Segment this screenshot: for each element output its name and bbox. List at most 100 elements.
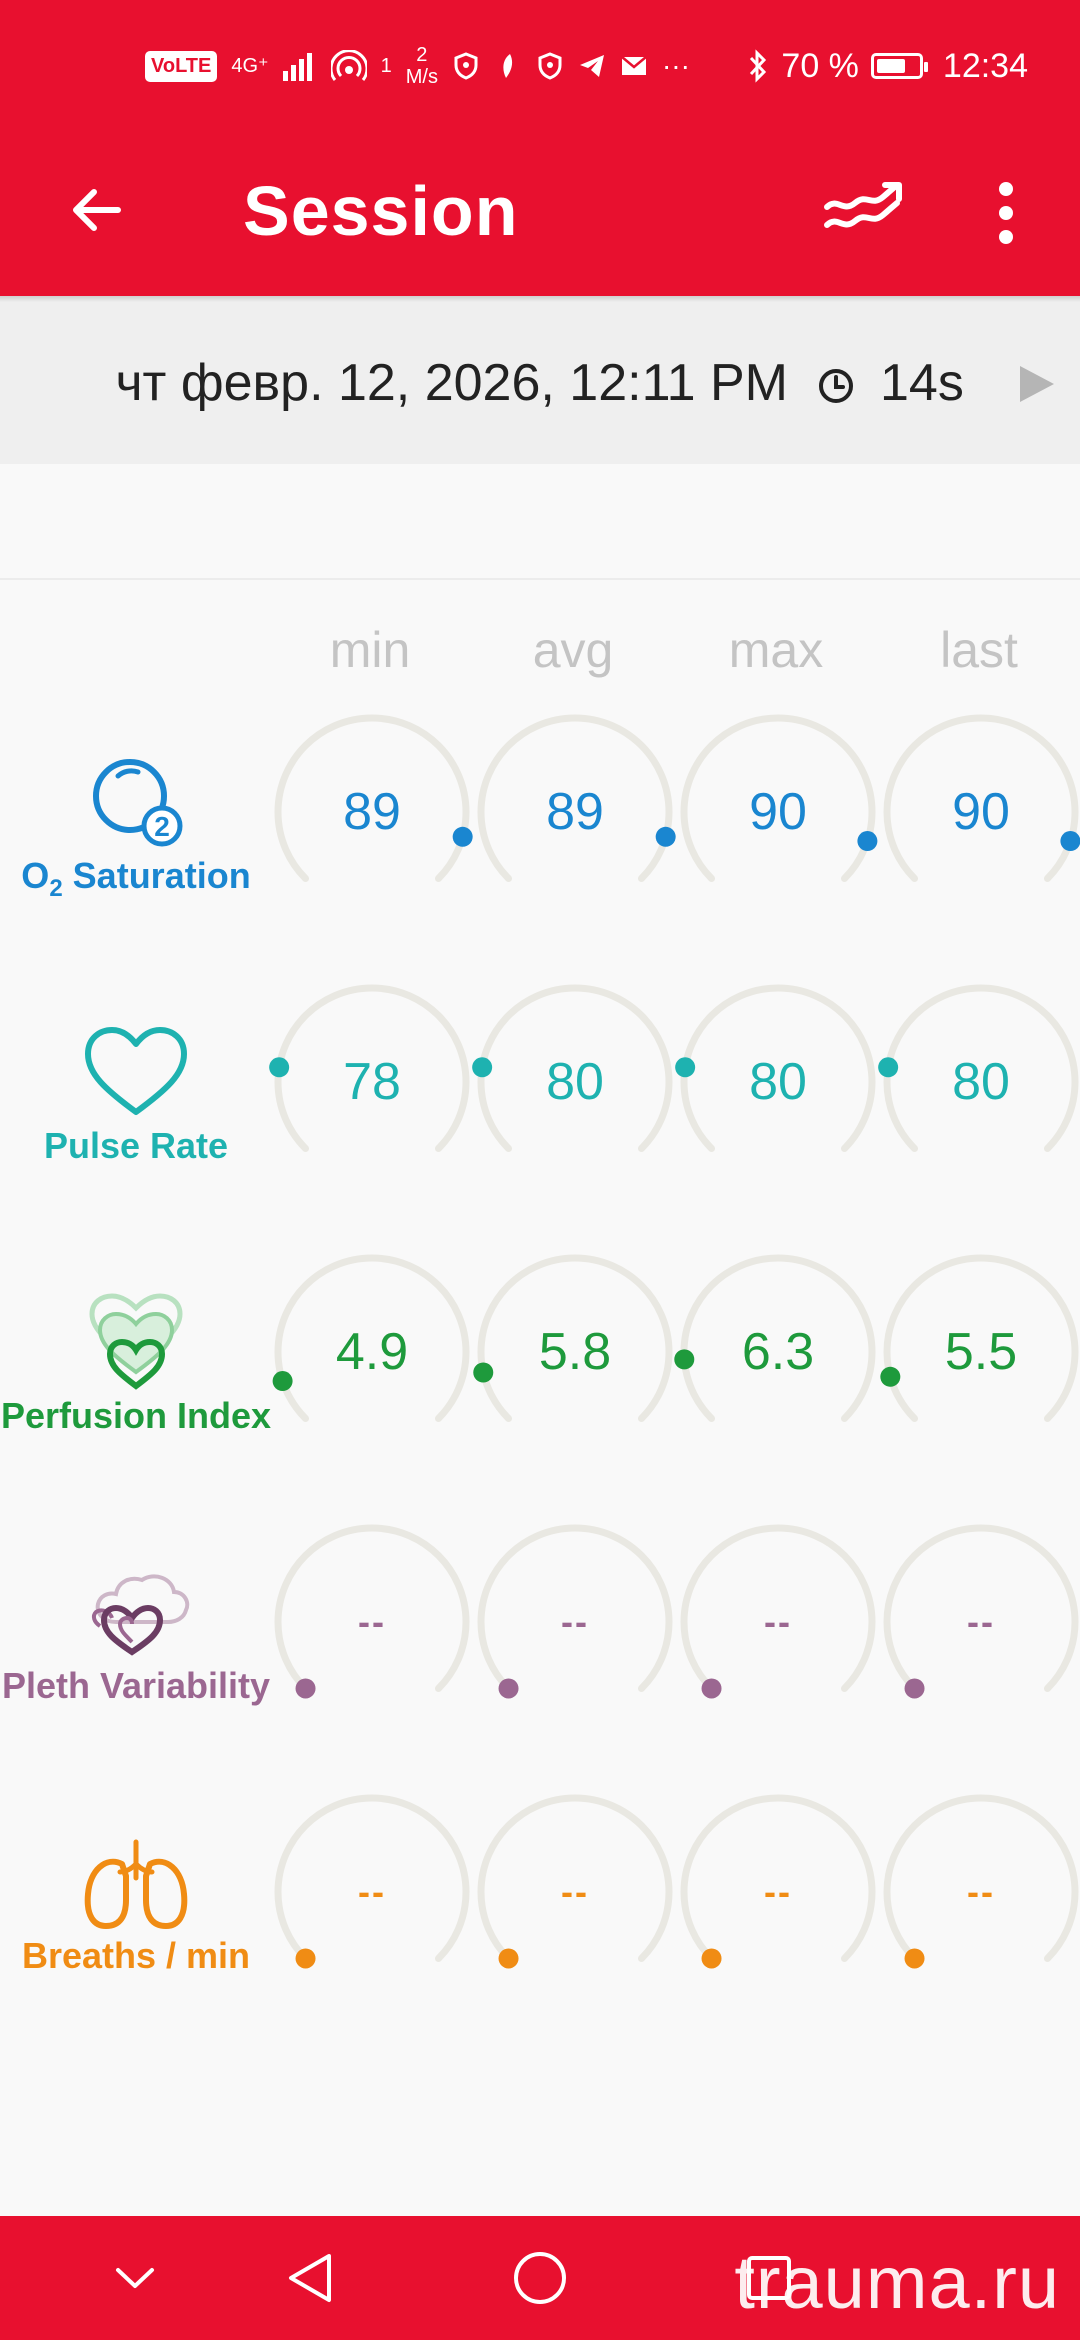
more-menu-button[interactable] — [978, 168, 1034, 258]
speed-value: 2 — [416, 44, 428, 66]
signal-icon — [282, 53, 312, 81]
gauge-value: 90 — [952, 783, 1010, 841]
circle-home-icon — [514, 2252, 566, 2304]
gauge-track — [477, 1524, 673, 1692]
section-divider — [0, 578, 1080, 580]
gauge-value: -- — [967, 1871, 995, 1912]
status-bar: VoLTE 4G⁺ 1 2 M/s ··· 70 % 12:34 — [0, 0, 1080, 130]
gauge-indicator-dot — [675, 1057, 696, 1078]
nav-collapse-button[interactable] — [90, 2236, 180, 2320]
gauge-avg: 5.8 — [473, 1250, 677, 1454]
gauge-indicator-dot — [880, 1366, 901, 1387]
gauge-min: -- — [270, 1790, 474, 1994]
session-duration: 14s — [880, 354, 964, 412]
gauge-indicator-dot — [904, 1678, 925, 1699]
back-button[interactable] — [56, 170, 136, 250]
gauge-arc — [883, 714, 1080, 882]
gauge-indicator-dot — [272, 1371, 293, 1392]
gauge-max: 90 — [676, 710, 880, 914]
nav-recents-button[interactable] — [724, 2236, 814, 2320]
gauge-indicator-dot — [295, 1948, 316, 1969]
gauge-arc — [477, 1524, 673, 1699]
nav-home-button[interactable] — [495, 2236, 585, 2320]
gauge-value: -- — [358, 1871, 386, 1912]
metric-label-breaths-per-min: Breaths / min — [21, 1935, 251, 1976]
gauge-arc — [472, 984, 673, 1152]
o2-label-main: O — [21, 855, 50, 896]
gauge-last: 5.5 — [879, 1250, 1080, 1454]
gauge-arc — [883, 1794, 1079, 1969]
gauge-arc — [274, 714, 473, 882]
gauge-track — [883, 1254, 1079, 1422]
gauge-indicator-dot — [473, 1362, 494, 1383]
gauge-indicator-dot — [1060, 831, 1080, 852]
trends-button[interactable] — [818, 168, 908, 258]
status-icons-left: VoLTE 4G⁺ 1 2 M/s ··· — [145, 38, 690, 94]
gauge-arc — [477, 1794, 673, 1969]
network-speed: 2 M/s — [406, 44, 438, 88]
gauge-value: 80 — [952, 1053, 1010, 1111]
metric-label-o2-saturation: O2 Saturation — [0, 854, 272, 911]
play-button[interactable] — [1014, 362, 1058, 406]
gauge-value: 5.8 — [538, 1323, 612, 1381]
gauge-arc — [880, 1254, 1079, 1422]
gauge-value: -- — [967, 1601, 995, 1642]
app-bar: Session — [0, 130, 1080, 296]
gauge-track — [274, 1524, 470, 1692]
gauge-value: -- — [358, 1601, 386, 1642]
shield-icon — [454, 52, 478, 80]
session-date: чт февр. 12, 2026, 12:11 PM — [115, 354, 788, 412]
gauge-track — [883, 984, 1079, 1152]
gauge-track — [883, 1524, 1079, 1692]
o2-label-sub: 2 — [49, 875, 63, 903]
heart-outline-icon — [85, 1027, 187, 1115]
play-icon — [1020, 366, 1054, 402]
column-header-max: max — [728, 622, 824, 678]
gauge-max: -- — [676, 1790, 880, 1994]
gauge-value: 89 — [343, 783, 401, 841]
gauge-track — [477, 1794, 673, 1962]
gauge-indicator-dot — [904, 1948, 925, 1969]
gauge-max: 6.3 — [674, 1250, 880, 1454]
gauge-track — [274, 984, 470, 1152]
gauge-indicator-dot — [655, 826, 676, 847]
gauge-arc — [274, 1524, 470, 1699]
page-title: Session — [243, 172, 519, 250]
gauge-value: -- — [764, 1871, 792, 1912]
battery-icon — [870, 53, 928, 79]
gauge-value: 6.3 — [741, 1323, 815, 1381]
status-icons-right: 70 % 12:34 — [747, 38, 1028, 94]
o2-label-rest: Saturation — [62, 855, 251, 896]
gauge-max: 80 — [675, 980, 880, 1184]
gauge-value: 4.9 — [335, 1323, 409, 1381]
gauge-arc — [473, 1254, 673, 1422]
gauge-last: -- — [879, 1790, 1080, 1994]
square-recents-icon — [747, 2256, 791, 2300]
lungs-icon — [84, 1839, 188, 1929]
gauge-arc — [680, 714, 878, 882]
gauge-track — [477, 714, 673, 882]
gauge-track — [274, 1794, 470, 1962]
gauge-arc — [269, 984, 470, 1152]
gauge-min: -- — [270, 1520, 474, 1724]
gauge-max: -- — [676, 1520, 880, 1724]
telegram-icon — [579, 55, 604, 77]
gauge-avg: -- — [473, 1520, 677, 1724]
gauge-arc — [680, 1524, 876, 1699]
gauge-min: 89 — [270, 710, 474, 914]
gauge-track — [680, 1524, 876, 1692]
gauge-value: -- — [764, 1601, 792, 1642]
watermark: trauma.ru — [734, 2241, 1060, 2324]
gauge-track — [274, 714, 470, 882]
nav-back-button[interactable] — [265, 2236, 355, 2320]
gauge-track — [680, 1794, 876, 1962]
volte-badge: VoLTE — [145, 50, 218, 82]
gauge-indicator-dot — [878, 1057, 899, 1078]
metric-label-pleth-variability: Pleth Variability — [1, 1665, 271, 1706]
app-bar-shadow — [0, 296, 1080, 302]
gauge-value: 80 — [749, 1053, 807, 1111]
gauge-value: -- — [561, 1601, 589, 1642]
gauge-avg: -- — [473, 1790, 677, 1994]
heart-cloud-icon — [91, 1574, 190, 1656]
gauge-arc — [883, 1524, 1079, 1699]
